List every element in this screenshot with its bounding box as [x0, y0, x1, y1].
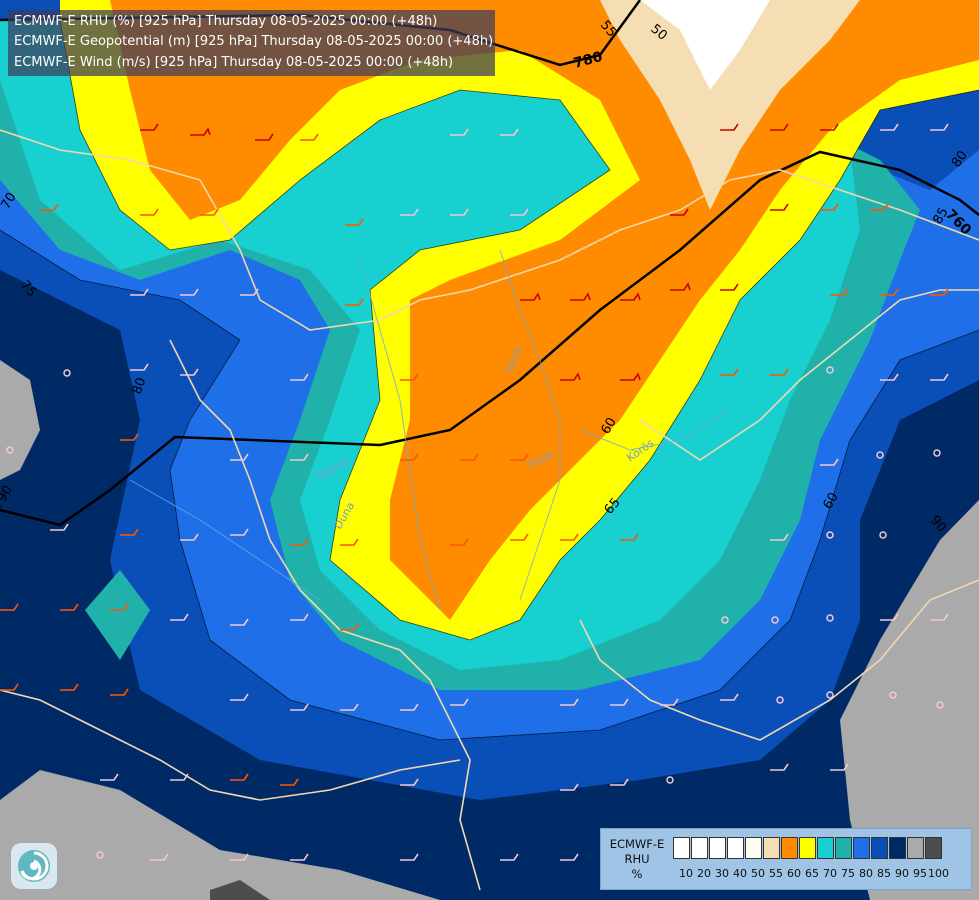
- rhu-50-band: [640, 0, 770, 90]
- legend-tick-label: 85: [877, 867, 891, 880]
- legend-swatch: [925, 837, 942, 859]
- rhu-55-band: [600, 0, 860, 210]
- legend-swatch: [727, 837, 744, 859]
- rhu-95-band-left: [0, 360, 40, 480]
- wind-barbs: [0, 123, 949, 861]
- contour-label: 80: [130, 376, 150, 397]
- legend-swatch: [763, 837, 780, 859]
- title-rhu: ECMWF-E RHU (%) [925 hPa] Thursday 08-05…: [14, 14, 438, 29]
- legend-label: ECMWF-E RHU %: [605, 837, 669, 882]
- legend-tick-label: 65: [805, 867, 819, 880]
- legend-swatch: [673, 837, 690, 859]
- legend-tick-label: 90: [895, 867, 909, 880]
- legend-swatch: [835, 837, 852, 859]
- legend-swatch: [853, 837, 870, 859]
- legend-variable: RHU: [624, 852, 650, 866]
- swirl-icon: [18, 850, 50, 882]
- rhu-100-band: [210, 880, 270, 900]
- legend-swatch: [745, 837, 762, 859]
- legend-tick-label: 80: [859, 867, 873, 880]
- legend-tick-label: 40: [733, 867, 747, 880]
- legend-tick-label: 95: [913, 867, 927, 880]
- legend-swatch: [709, 837, 726, 859]
- legend-tick-label: 75: [841, 867, 855, 880]
- legend-tick-label: 30: [715, 867, 729, 880]
- legend-swatch: [907, 837, 924, 859]
- rhu-60-band: [110, 0, 979, 620]
- legend-swatch: [799, 837, 816, 859]
- legend-tick-label: 70: [823, 867, 837, 880]
- rhu-contours: [0, 19, 979, 741]
- legend-tick-label: 20: [697, 867, 711, 880]
- legend-unit: %: [631, 867, 643, 881]
- legend-tick-label: 55: [769, 867, 783, 880]
- legend-swatch: [781, 837, 798, 859]
- legend-model: ECMWF-E: [609, 837, 665, 851]
- legend-tick-label: 100: [928, 867, 949, 880]
- calm-wind-markers: [6, 366, 944, 859]
- contour-label: 60: [598, 415, 619, 437]
- legend: ECMWF-E RHU % 10 20 30 40 50 55 60 65 70 75 80 85 90…: [600, 828, 972, 890]
- legend-tick-label: 10: [679, 867, 693, 880]
- rhu-95-band-right: [840, 500, 979, 900]
- rhu-75-pocket: [85, 570, 150, 660]
- contour-label: 85: [930, 205, 951, 227]
- title-wind: ECMWF-E Wind (m/s) [925 hPa] Thursday 08…: [14, 55, 454, 70]
- contour-label: 780: [572, 49, 605, 72]
- legend-swatch: [871, 837, 888, 859]
- legend-swatch: [817, 837, 834, 859]
- title-box: ECMWF-E RHU (%) [925 hPa] Thursday 08-05…: [8, 10, 495, 76]
- legend-swatch: [691, 837, 708, 859]
- contour-label: 60: [820, 490, 841, 512]
- rhu-95-band-bottom: [0, 770, 440, 900]
- legend-swatch: [889, 837, 906, 859]
- legend-tick-label: 60: [787, 867, 801, 880]
- ecmwf-logo: [11, 843, 57, 889]
- title-geopotential: ECMWF-E Geopotential (m) [925 hPa] Thurs…: [14, 34, 494, 49]
- rivers: [129, 249, 731, 611]
- legend-tick-label: 50: [751, 867, 765, 880]
